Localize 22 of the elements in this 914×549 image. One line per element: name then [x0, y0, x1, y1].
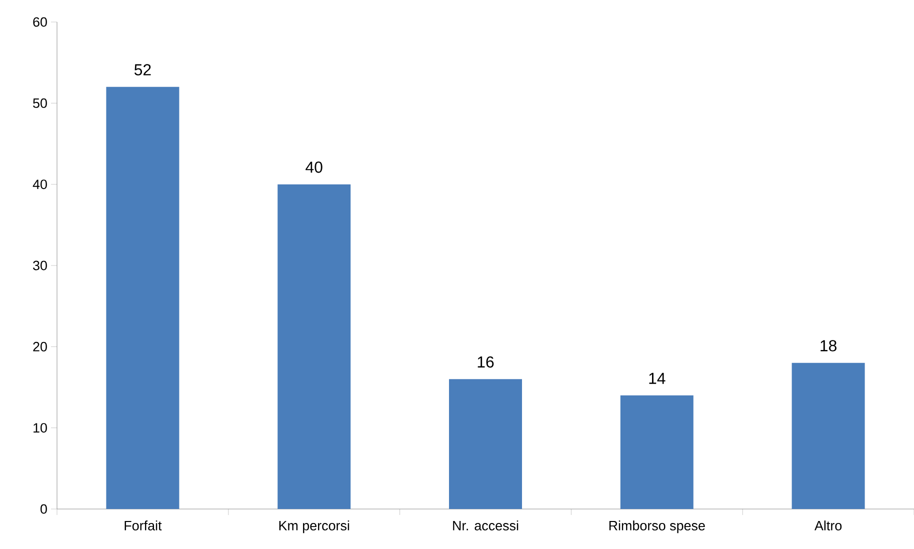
x-tick-label: Altro [814, 520, 842, 530]
data-label: 52 [134, 64, 151, 76]
x-tick-label: Nr. accessi [453, 520, 518, 530]
x-tick-label: Km percorsi [279, 520, 350, 534]
y-tick-label: 50 [33, 98, 47, 108]
data-label: 18 [820, 340, 836, 352]
y-tick-label: 0 [40, 504, 47, 514]
y-tick-label: 20 [33, 342, 47, 352]
bar [792, 362, 865, 509]
y-tick-label: 10 [34, 423, 47, 433]
bar [278, 184, 351, 509]
bar [106, 86, 180, 509]
data-label: 16 [478, 356, 494, 368]
y-tick-label: 60 [33, 17, 47, 27]
y-tick-label: 40 [32, 180, 47, 190]
x-tick-label: Rimborso spese [609, 520, 705, 534]
bar [620, 395, 694, 509]
y-tick-label: 30 [33, 260, 47, 270]
data-label: 40 [306, 162, 322, 173]
data-label: 14 [649, 372, 666, 384]
bar [449, 379, 522, 509]
x-tick-label: Forfait [124, 520, 162, 530]
